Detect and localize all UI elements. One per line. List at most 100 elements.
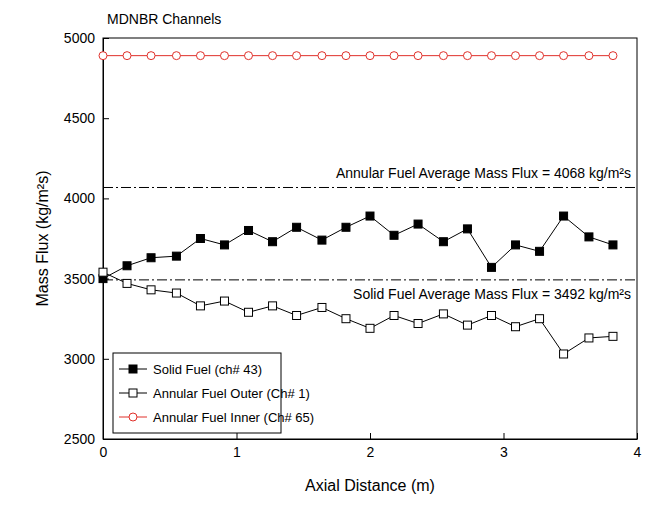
x-tick-mark	[370, 433, 371, 439]
data-point	[147, 254, 155, 262]
data-point	[269, 302, 277, 310]
x-tick: 3	[500, 433, 508, 460]
series-line	[103, 216, 613, 279]
markers	[99, 52, 617, 358]
y-tick-label: 4000	[64, 190, 95, 206]
data-point	[536, 247, 544, 255]
data-point	[147, 52, 155, 60]
y-tick: 4000	[64, 190, 109, 206]
data-point	[196, 302, 204, 310]
y-axis-title: Mass Flux (kg/m²s)	[34, 171, 51, 307]
data-point	[220, 297, 228, 305]
x-axis-line	[104, 439, 638, 440]
data-point	[123, 52, 131, 60]
data-point	[585, 233, 593, 241]
data-point	[220, 52, 228, 60]
y-tick-label: 3000	[64, 351, 95, 367]
y-tick-mark	[103, 38, 109, 39]
data-point	[512, 323, 520, 331]
data-point	[318, 236, 326, 244]
data-point	[390, 52, 398, 60]
data-point	[245, 308, 253, 316]
data-point	[123, 262, 131, 270]
y-tick: 2500	[64, 431, 109, 447]
data-point	[585, 334, 593, 342]
reference-label: Solid Fuel Average Mass Flux = 3492 kg/m…	[353, 286, 631, 302]
y-tick-mark	[103, 198, 109, 199]
x-tick-label: 3	[500, 444, 508, 460]
data-point	[512, 241, 520, 249]
data-point	[172, 252, 180, 260]
data-point	[536, 52, 544, 60]
y-tick-label: 5000	[64, 30, 95, 46]
plot: 01234250030003500400045005000Annular Fue…	[64, 30, 642, 460]
data-point	[99, 268, 107, 276]
data-point	[293, 311, 301, 319]
y-axis-line	[103, 39, 104, 440]
reference-line	[103, 187, 637, 188]
legend-label: Solid Fuel (ch# 43)	[153, 362, 262, 377]
data-point	[342, 223, 350, 231]
x-tick-mark	[637, 433, 638, 439]
data-point	[318, 303, 326, 311]
data-point	[439, 310, 447, 318]
y-tick: 4500	[64, 110, 109, 126]
y-tick-mark	[103, 359, 109, 360]
data-point	[414, 52, 422, 60]
title: MDNBR Channels	[107, 11, 221, 27]
data-point	[487, 263, 495, 271]
data-point	[487, 311, 495, 319]
x-tick: 2	[367, 433, 375, 460]
data-point	[245, 226, 253, 234]
data-point	[366, 324, 374, 332]
chart: 01234250030003500400045005000Annular Fue…	[0, 0, 666, 517]
reference-line	[103, 279, 637, 280]
data-point	[366, 52, 374, 60]
x-axis: 01234	[100, 433, 642, 460]
x-axis-title: Axial Distance (m)	[305, 477, 435, 494]
data-point	[318, 52, 326, 60]
x-tick: 4	[634, 433, 642, 460]
data-point	[172, 52, 180, 60]
data-point	[414, 320, 422, 328]
data-point	[172, 289, 180, 297]
data-point	[366, 212, 374, 220]
data-point	[439, 52, 447, 60]
data-point	[342, 315, 350, 323]
y-tick-mark	[103, 118, 109, 119]
legend-entry: Annular Fuel Inner (Ch# 65)	[119, 410, 314, 425]
data-point	[585, 52, 593, 60]
data-point	[99, 52, 107, 60]
reference-label: Annular Fuel Average Mass Flux = 4068 kg…	[336, 165, 631, 181]
x-tick-mark	[237, 433, 238, 439]
data-point	[487, 52, 495, 60]
data-point	[390, 231, 398, 239]
y-tick: 3000	[64, 351, 109, 367]
data-point	[609, 241, 617, 249]
data-point	[560, 212, 568, 220]
y-tick-label: 3500	[64, 271, 95, 287]
data-point	[196, 52, 204, 60]
data-area	[103, 56, 637, 354]
legend-marker	[129, 365, 137, 373]
data-point	[196, 235, 204, 243]
y-tick: 5000	[64, 30, 109, 46]
legend-label: Annular Fuel Inner (Ch# 65)	[153, 410, 314, 425]
x-tick-label: 0	[100, 444, 108, 460]
data-point	[269, 238, 277, 246]
data-point	[342, 52, 350, 60]
data-point	[293, 223, 301, 231]
data-point	[536, 315, 544, 323]
data-point	[269, 52, 277, 60]
data-point	[609, 332, 617, 340]
data-point	[439, 238, 447, 246]
data-point	[245, 52, 253, 60]
y-tick-label: 4500	[64, 110, 95, 126]
legend-marker	[129, 413, 137, 421]
legend-marker	[129, 389, 137, 397]
y-tick-mark	[103, 439, 109, 440]
legend-entry: Solid Fuel (ch# 43)	[119, 362, 262, 377]
plot-frame	[103, 38, 637, 439]
x-tick-mark	[504, 433, 505, 439]
data-point	[463, 52, 471, 60]
